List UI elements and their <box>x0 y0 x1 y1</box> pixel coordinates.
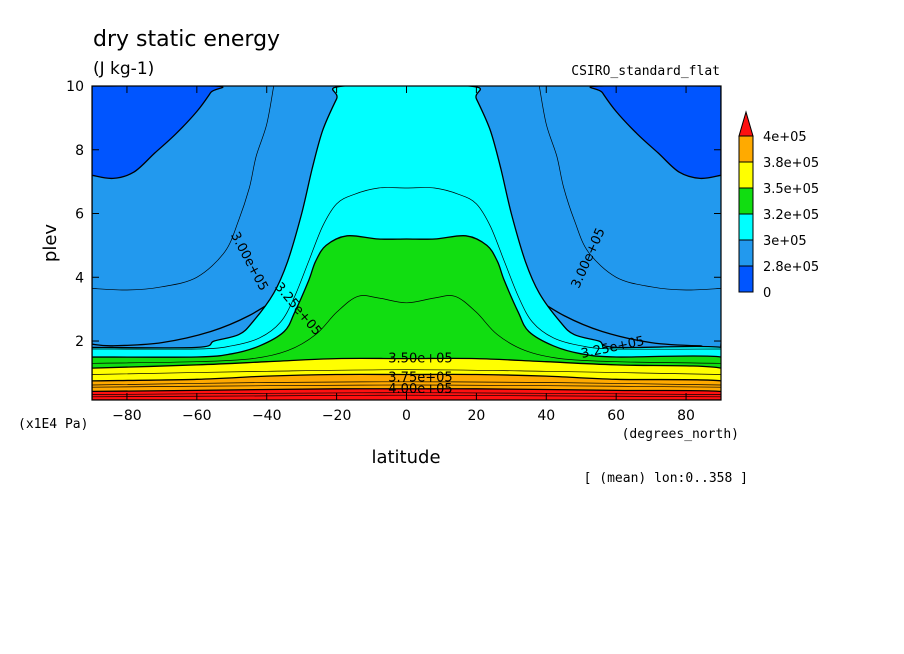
y-tick-label: 10 <box>66 79 84 95</box>
contour-fill-region <box>92 86 224 180</box>
legend-label: 3.5e+05 <box>763 182 819 197</box>
x-tick-label: 60 <box>607 408 625 424</box>
contour-label: 3.50e+05 <box>388 352 452 367</box>
contour-fill-region <box>92 86 721 366</box>
legend-swatch-top <box>738 110 754 137</box>
y-tick-label: 2 <box>75 334 84 350</box>
x-tick-label: 80 <box>677 408 695 424</box>
contour-line <box>92 384 721 388</box>
contour-label: 4.00e+05 <box>388 382 452 397</box>
x-tick-label: −20 <box>322 408 352 424</box>
x-tick-label: 20 <box>467 408 485 424</box>
legend-swatch <box>738 213 754 241</box>
legend-label: 3.8e+05 <box>763 156 819 171</box>
contour-line <box>92 392 721 395</box>
contour-line <box>92 369 721 375</box>
legend-swatch <box>738 187 754 215</box>
x-units: (degrees_north) <box>622 427 739 442</box>
legend-label: 3e+05 <box>763 234 807 249</box>
y-tick-label: 4 <box>75 270 84 286</box>
mean-note: [ (mean) lon:0..358 ] <box>584 471 748 486</box>
legend-label: 4e+05 <box>763 130 807 145</box>
legend-swatch <box>738 265 754 293</box>
legend-label: 2.8e+05 <box>763 260 819 275</box>
y-units: (x1E4 Pa) <box>18 417 88 432</box>
y-axis-label: plev <box>40 224 61 263</box>
x-tick-label: −40 <box>252 408 282 424</box>
contour-line <box>92 381 721 386</box>
contour-line <box>538 86 721 291</box>
legend-label: 3.2e+05 <box>763 208 819 223</box>
plot-area: 4.00e+053.75e+053.50e+053.25e+053.00e+05… <box>92 86 721 400</box>
x-axis-label: latitude <box>371 447 440 468</box>
legend-swatch <box>738 161 754 189</box>
contour-fill-region <box>92 234 721 375</box>
x-tick-label: 0 <box>402 408 411 424</box>
color-legend: 0 2.8e+05 3e+05 3.2e+05 3.5e+05 3.8e+05 4e+05 <box>738 110 819 301</box>
chart-title: dry static energy <box>93 27 280 52</box>
legend-swatch <box>738 239 754 267</box>
y-tick-label: 6 <box>75 207 84 223</box>
contour-fill-region <box>589 86 721 180</box>
contour-line <box>92 86 275 291</box>
contour-line <box>92 295 721 364</box>
contour-label: 3.75e+05 <box>388 371 452 386</box>
x-tick-label: −80 <box>112 408 142 424</box>
chart-units: (J kg-1) <box>93 59 154 79</box>
x-tick-label: 40 <box>537 408 555 424</box>
contour-line <box>92 187 721 350</box>
model-name: CSIRO_standard_flat <box>571 64 720 79</box>
y-tick-label: 8 <box>75 143 84 159</box>
x-tick-label: −60 <box>182 408 212 424</box>
legend-swatch <box>738 135 754 163</box>
legend-label: 0 <box>763 286 771 301</box>
